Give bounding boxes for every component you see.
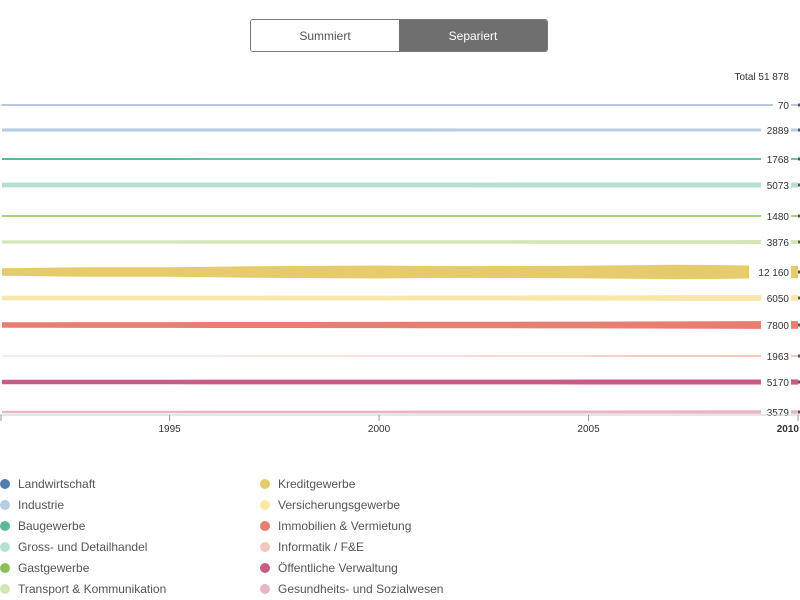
series-end-marker-12	[798, 410, 800, 414]
series-end-label-1: 70	[778, 101, 790, 112]
series-end-label-bg-10	[761, 349, 791, 363]
series-end-marker-4	[798, 183, 800, 187]
total-label: Total 51 878	[735, 72, 790, 83]
legend-label-1: Landwirtschaft	[18, 477, 96, 491]
legend-label-5: Gastgewerbe	[18, 561, 90, 575]
legend-swatch-4	[0, 542, 10, 552]
legend-item-1[interactable]: Landwirtschaft	[0, 474, 95, 494]
separated-toggle-button[interactable]: Separiert	[399, 20, 547, 51]
legend-item-3[interactable]: Baugewerbe	[0, 516, 85, 536]
series-end-label-bg-3	[761, 152, 791, 166]
legend-label-10: Informatik / F&E	[278, 540, 365, 554]
series-end-marker-7	[798, 270, 800, 274]
series-end-label-bg-9	[761, 318, 791, 332]
legend-item-2[interactable]: Industrie	[0, 495, 64, 515]
legend-swatch-7	[260, 479, 270, 489]
series-end-marker-11	[798, 380, 800, 384]
series-end-label-12: 3579	[767, 408, 790, 419]
legend-swatch-2	[0, 500, 10, 510]
legend-label-9: Immobilien & Vermietung	[278, 519, 412, 533]
series-band-8	[2, 294, 798, 302]
legend-label-11: Öffentliche Verwaltung	[278, 561, 398, 575]
legend-swatch-3	[0, 521, 10, 531]
separated-area-chart: Total 51 878 70 2889 1768 5073 1480 3876 12 160…	[0, 72, 800, 435]
series-band-9	[2, 321, 798, 329]
series-band-3	[2, 157, 798, 161]
x-tick-label-2000: 2000	[368, 424, 391, 435]
series-end-marker-10	[798, 354, 800, 358]
legend-swatch-12	[260, 584, 270, 594]
legend-label-6: Transport & Kommunikation	[18, 582, 167, 596]
legend-item-4[interactable]: Gross- und Detailhandel	[0, 537, 147, 557]
series-band-1	[2, 104, 798, 106]
series-band-2	[2, 128, 798, 132]
series-band-10	[2, 355, 798, 357]
legend-label-12: Gesundheits- und Sozialwesen	[278, 582, 444, 596]
series-end-label-5: 1480	[767, 212, 790, 223]
legend-item-5[interactable]: Gastgewerbe	[0, 558, 89, 578]
series-end-marker-1	[798, 103, 800, 107]
series-band-11	[2, 379, 798, 385]
legend-label-4: Gross- und Detailhandel	[18, 540, 148, 554]
legend-swatch-6	[0, 584, 10, 594]
series-end-label-8: 6050	[767, 294, 790, 305]
series-band-6	[2, 240, 798, 244]
series-end-marker-5	[798, 214, 800, 218]
series-end-label-bg-2	[761, 123, 791, 137]
legend-swatch-11	[260, 563, 270, 573]
summed-toggle-button[interactable]: Summiert	[251, 20, 399, 51]
legend-item-11[interactable]: Öffentliche Verwaltung	[260, 558, 398, 578]
series-end-label-9: 7800	[767, 321, 790, 332]
series-end-label-10: 1963	[767, 352, 790, 363]
series-end-label-6: 3876	[767, 238, 790, 249]
series-end-label-bg-5	[761, 209, 791, 223]
legend-item-10[interactable]: Informatik / F&E	[260, 537, 364, 557]
series-end-marker-2	[798, 128, 800, 132]
legend-swatch-10	[260, 542, 270, 552]
series-end-marker-8	[798, 296, 800, 300]
legend-label-3: Baugewerbe	[18, 519, 86, 533]
series-end-label-4: 5073	[767, 181, 790, 192]
series-end-marker-3	[798, 157, 800, 161]
x-tick-label-2005: 2005	[577, 424, 600, 435]
legend-item-12[interactable]: Gesundheits- und Sozialwesen	[260, 579, 443, 599]
legend-label-8: Versicherungsgewerbe	[278, 498, 401, 512]
series-end-label-bg-11	[761, 375, 791, 389]
legend-swatch-5	[0, 563, 10, 573]
series-end-label-2: 2889	[767, 126, 790, 137]
series-end-label-3: 1768	[767, 155, 790, 166]
series-band-7	[2, 264, 798, 280]
x-tick-label-2010: 2010	[777, 424, 800, 435]
legend-item-8[interactable]: Versicherungsgewerbe	[260, 495, 400, 515]
mode-toggle: Summiert Separiert	[250, 19, 548, 52]
legend-item-9[interactable]: Immobilien & Vermietung	[260, 516, 411, 536]
legend-item-6[interactable]: Transport & Kommunikation	[0, 579, 166, 599]
series-band-12	[2, 410, 798, 414]
series-band-4	[2, 182, 798, 188]
series-end-label-7: 12 160	[758, 268, 789, 279]
chart-legend: Landwirtschaft Industrie Baugewerbe Gross- …	[0, 474, 800, 600]
series-end-label-bg-6	[761, 235, 791, 249]
legend-swatch-9	[260, 521, 270, 531]
series-end-label-bg-8	[761, 291, 791, 305]
series-end-label-bg-1	[773, 98, 791, 112]
series-band-5	[2, 215, 798, 217]
legend-label-7: Kreditgewerbe	[278, 477, 356, 491]
series-end-marker-9	[798, 323, 800, 327]
legend-label-2: Industrie	[18, 498, 65, 512]
series-end-marker-6	[798, 240, 800, 244]
legend-swatch-1	[0, 479, 10, 489]
series-end-label-bg-4	[761, 178, 791, 192]
series-end-label-11: 5170	[767, 378, 790, 389]
legend-item-7[interactable]: Kreditgewerbe	[260, 474, 355, 494]
x-tick-label-1995: 1995	[158, 424, 181, 435]
legend-swatch-8	[260, 500, 270, 510]
series-end-label-bg-7	[749, 265, 791, 279]
